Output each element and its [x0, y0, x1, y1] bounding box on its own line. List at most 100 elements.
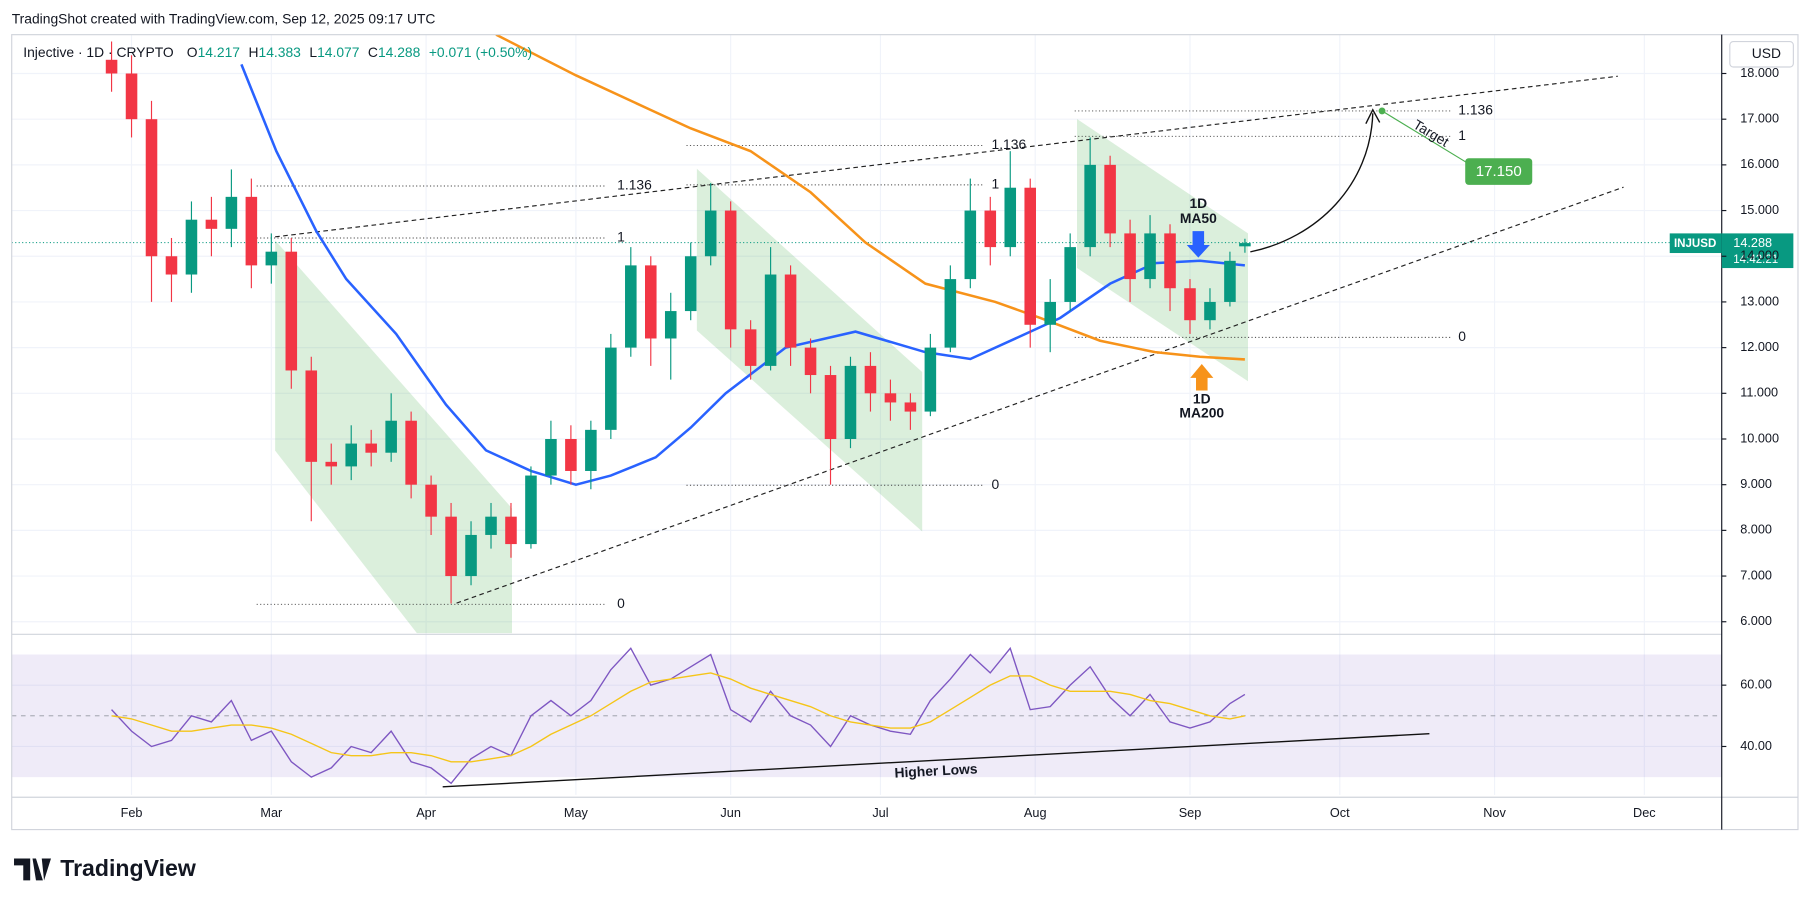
y-tick-label: 60.00: [1740, 678, 1772, 692]
ohlc-value: 14.383: [258, 44, 301, 60]
symbol-tag-text: INJUSD: [1674, 238, 1716, 250]
candle-body: [545, 438, 557, 476]
candle-body: [185, 219, 198, 275]
target-point: [1378, 107, 1386, 115]
ohlc-label: H: [248, 44, 258, 60]
candle-body: [664, 311, 677, 339]
x-tick-label: Jun: [720, 806, 740, 820]
candle-body: [345, 443, 357, 467]
ohlc-value: 14.288: [378, 44, 421, 60]
ma50-label: MA50: [1180, 210, 1217, 226]
x-tick-label: Mar: [260, 806, 283, 820]
ma200-arrow: [1190, 363, 1214, 391]
candle-body: [1064, 247, 1076, 302]
x-tick-label: Jul: [872, 806, 888, 820]
symbol-title: Injective · 1D · CRYPTO: [23, 44, 174, 60]
rsi-annotation: Higher Lows: [894, 760, 978, 780]
candle-body: [205, 219, 218, 229]
higher-lows-line: [442, 732, 1430, 788]
fib-label: 1.136: [1458, 102, 1493, 118]
brand: TradingView: [14, 855, 197, 881]
candle-body: [485, 516, 497, 535]
y-tick-label: 40.00: [1740, 739, 1772, 753]
fib-label: 1: [617, 229, 625, 245]
currency-button[interactable]: [1729, 41, 1794, 68]
ohlc-value: 14.217: [198, 44, 241, 60]
rsi-line: [111, 672, 1246, 763]
currency[interactable]: USD: [1752, 45, 1781, 61]
candle-body: [365, 443, 377, 453]
candle-body: [265, 251, 278, 266]
candle-body: [145, 119, 158, 257]
candle-body: [804, 347, 817, 376]
candle-body: [285, 251, 298, 371]
y-tick-label: 12.000: [1740, 340, 1779, 354]
target-tag: [1465, 158, 1533, 185]
candle-body: [325, 461, 338, 467]
moving-average: [495, 34, 1245, 361]
y-tick-label: 15.000: [1740, 203, 1779, 217]
price-tag-value: 14.288: [1733, 236, 1772, 250]
candle-body: [645, 265, 657, 339]
candle-body: [1104, 164, 1116, 234]
y-tick-label: 10.000: [1740, 431, 1779, 445]
candle-body: [744, 329, 757, 366]
candle-body: [125, 73, 138, 120]
x-tick-label: Aug: [1024, 806, 1047, 820]
candle-body: [625, 265, 637, 348]
ma200-label: 1D: [1193, 390, 1211, 406]
x-tick-label: Dec: [1633, 806, 1656, 820]
y-tick-label: 8.000: [1740, 523, 1772, 537]
candle-body: [585, 429, 597, 471]
candle-body: [924, 347, 937, 412]
candle-body: [1084, 164, 1096, 248]
candle-body: [724, 210, 737, 330]
candle-body: [1144, 233, 1156, 280]
brand-name: TradingView: [60, 855, 197, 881]
candle-body: [425, 484, 437, 517]
symbol-legend: Injective · 1D · CRYPTO O14.217 H14.383 …: [23, 44, 532, 60]
candle-body: [1164, 233, 1176, 289]
upper-trendline: [275, 75, 1618, 238]
candle-body: [764, 274, 777, 366]
fib-label: 1: [1458, 127, 1466, 143]
fib-label: 1: [992, 176, 1000, 192]
symbol-tag: [1669, 233, 1722, 254]
candle-body: [505, 516, 517, 545]
candle-body: [964, 210, 977, 280]
price-panel: [105, 34, 1251, 604]
candle-body: [884, 393, 897, 403]
chart-frame: [11, 34, 1799, 831]
candle-body: [465, 534, 477, 577]
candle-body: [844, 365, 857, 439]
candle-body: [1044, 301, 1056, 325]
x-tick-label: Sep: [1179, 806, 1202, 820]
target-line: [1381, 110, 1478, 170]
x-tick-label: Nov: [1483, 806, 1506, 820]
candle-body: [704, 210, 717, 257]
candle-body: [1004, 187, 1017, 248]
candle-body: [1204, 301, 1216, 321]
projection-arrow: [1250, 113, 1374, 253]
ma200-label: MA200: [1179, 404, 1224, 420]
target-price: 17.150: [1476, 163, 1522, 180]
moving-average: [240, 63, 1246, 487]
y-tick-label: 13.000: [1740, 294, 1779, 308]
ma50-arrow: [1186, 231, 1210, 258]
candle-body: [984, 210, 997, 248]
x-tick-label: Feb: [121, 806, 143, 820]
countdown: 14:42:21: [1733, 254, 1778, 266]
ohlc-label: L: [309, 44, 317, 60]
candle-body: [405, 420, 417, 485]
candle-body: [864, 365, 877, 394]
ma50-label: 1D: [1189, 195, 1207, 211]
candle-body: [525, 475, 537, 545]
y-tick-label: 7.000: [1740, 568, 1772, 582]
candle-body: [165, 256, 178, 275]
candle-body: [105, 59, 118, 74]
rsi-panel: [11, 646, 1722, 785]
x-tick-label: May: [564, 806, 589, 820]
